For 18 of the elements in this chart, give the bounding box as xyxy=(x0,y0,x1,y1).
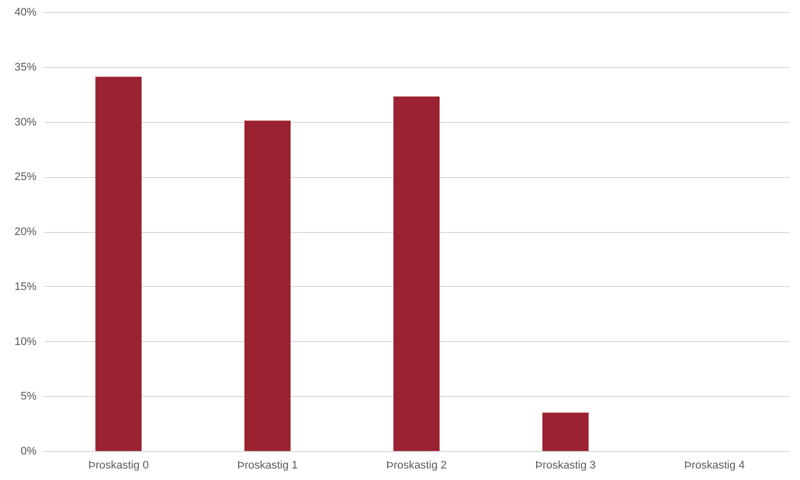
y-tick-label: 0% xyxy=(20,446,37,458)
y-tick-label: 5% xyxy=(20,390,37,403)
y-tick-label: 40% xyxy=(14,6,37,18)
bar xyxy=(542,412,589,451)
x-tick-label: Þroskastig 2 xyxy=(386,460,447,472)
bar xyxy=(244,120,291,451)
y-tick-label: 35% xyxy=(14,61,37,74)
bar xyxy=(95,76,142,451)
bar xyxy=(393,96,440,451)
y-tick-label: 10% xyxy=(14,336,37,348)
y-tick-label: 25% xyxy=(14,171,37,184)
x-tick-label: Þroskastig 3 xyxy=(535,460,596,472)
x-tick-label: Þroskastig 4 xyxy=(684,460,745,472)
x-tick-label: Þroskastig 0 xyxy=(88,460,149,472)
y-tick-label: 30% xyxy=(14,116,37,128)
y-tick-label: 20% xyxy=(14,226,37,238)
x-tick-label: Þroskastig 1 xyxy=(237,460,298,472)
y-tick-label: 15% xyxy=(14,280,37,293)
